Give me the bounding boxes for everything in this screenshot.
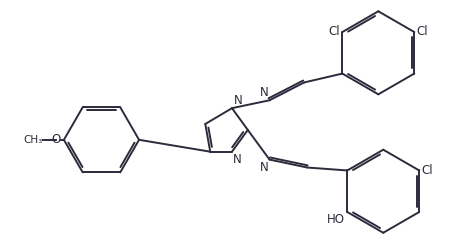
- Text: Cl: Cl: [329, 24, 340, 38]
- Text: Cl: Cl: [421, 164, 433, 177]
- Text: HO: HO: [327, 213, 345, 226]
- Text: O: O: [52, 133, 61, 146]
- Text: N: N: [234, 94, 242, 107]
- Text: CH₃: CH₃: [23, 135, 42, 145]
- Text: N: N: [260, 86, 269, 99]
- Text: Cl: Cl: [416, 24, 428, 38]
- Text: N: N: [233, 153, 242, 166]
- Text: N: N: [260, 161, 269, 174]
